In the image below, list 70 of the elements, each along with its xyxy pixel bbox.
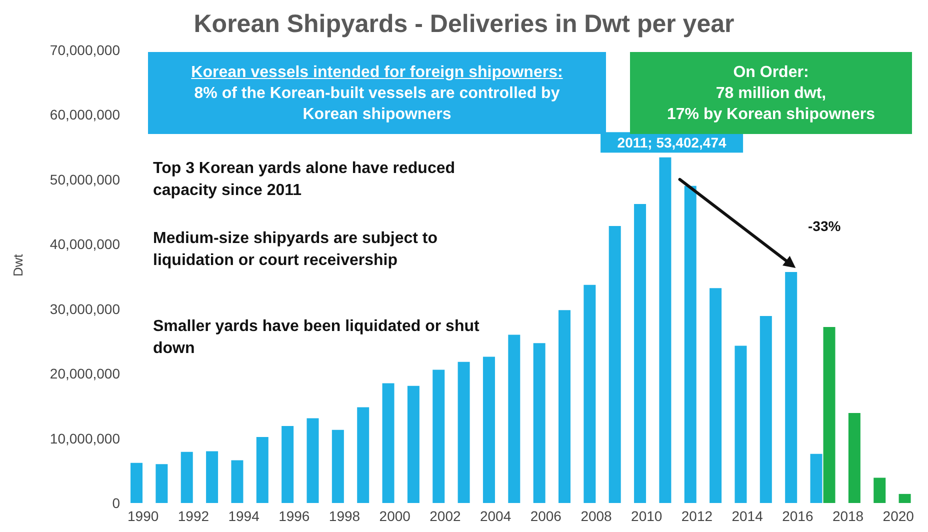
bar xyxy=(180,452,193,503)
annotation: Smaller yards have been liquidated or shut down xyxy=(153,317,480,359)
x-tick-label: 1994 xyxy=(228,508,260,524)
y-tick-label: 0 xyxy=(112,494,120,511)
y-tick-label: 30,000,000 xyxy=(50,300,120,317)
x-tick-label: 1996 xyxy=(278,508,310,524)
bar xyxy=(533,343,546,503)
bar xyxy=(357,407,370,503)
bar xyxy=(608,226,621,503)
x-tick-label: 2002 xyxy=(430,508,461,524)
annotation: 78 million dwt, xyxy=(714,84,828,104)
x-tick-label: 2006 xyxy=(530,508,562,524)
bar xyxy=(231,460,244,503)
y-tick-label: 50,000,000 xyxy=(50,171,120,188)
y-axis-title: Dwt xyxy=(10,254,26,276)
annotation: -33% xyxy=(808,218,841,234)
bar xyxy=(785,272,798,503)
x-tick-label: 1998 xyxy=(328,508,360,524)
annotation: Top 3 Korean yards alone have reduced capacity since 2011 xyxy=(153,159,456,201)
bar xyxy=(684,186,696,503)
bar xyxy=(634,204,646,503)
annotation: On Order: xyxy=(732,62,810,82)
bar xyxy=(734,346,747,503)
x-tick-label: 2018 xyxy=(832,508,864,524)
x-tick-label: 2010 xyxy=(631,508,662,524)
bar xyxy=(710,288,722,503)
annotation: 17% by Korean shipowners xyxy=(666,104,876,124)
x-tick-label: 2004 xyxy=(480,508,512,524)
y-tick-label: 70,000,000 xyxy=(50,42,120,58)
bar xyxy=(848,413,860,503)
x-tick-label: 2008 xyxy=(580,508,612,524)
chart-title: Korean Shipyards - Deliveries in Dwt per year xyxy=(192,10,736,39)
bar xyxy=(156,464,168,503)
bar xyxy=(382,383,394,503)
x-tick-label: 2000 xyxy=(379,508,411,524)
y-tick-label: 40,000,000 xyxy=(50,236,120,252)
bar xyxy=(898,494,911,503)
annotation: 2011; 53,402,474 xyxy=(617,134,726,150)
x-tick-label: 2016 xyxy=(782,508,814,524)
bar xyxy=(760,316,772,503)
bar xyxy=(206,451,218,503)
x-tick-label: 2014 xyxy=(732,508,764,524)
annotation: 8% of the Korean-built vessels are controlled by Korean shipowners xyxy=(193,84,561,124)
bar xyxy=(407,386,420,503)
annotation: Korean vessels intended for foreign shipowners: xyxy=(190,62,564,82)
bar xyxy=(584,284,596,503)
bar xyxy=(810,454,822,503)
bar xyxy=(458,362,470,503)
x-tick-label: 2020 xyxy=(882,508,914,524)
bar xyxy=(823,326,836,503)
bar xyxy=(874,478,886,503)
bar xyxy=(508,334,520,503)
annotation: Medium-size shipyards are subject to liquidation or court receivership xyxy=(153,229,439,271)
bar xyxy=(558,310,571,503)
y-tick-label: 10,000,000 xyxy=(50,430,120,446)
x-tick-label: 1992 xyxy=(178,508,210,524)
callout-box: On Order: 78 million dwt, 17% by Korean shipowners xyxy=(630,52,912,134)
bar xyxy=(282,426,294,503)
x-tick-label: 1990 xyxy=(128,508,159,524)
bar xyxy=(332,430,344,503)
callout-box: Korean vessels intended for foreign shipowners: 8% of the Korean-built vessels are controlled by Korean shipowners xyxy=(148,52,606,134)
bar xyxy=(432,370,445,503)
bar xyxy=(306,418,319,503)
y-tick-label: 20,000,000 xyxy=(50,366,120,382)
bar xyxy=(130,462,143,503)
bar xyxy=(256,436,268,503)
bar xyxy=(482,356,495,503)
y-tick-label: 60,000,000 xyxy=(50,106,120,123)
x-tick-label: 2012 xyxy=(681,508,713,524)
bar xyxy=(659,157,672,503)
